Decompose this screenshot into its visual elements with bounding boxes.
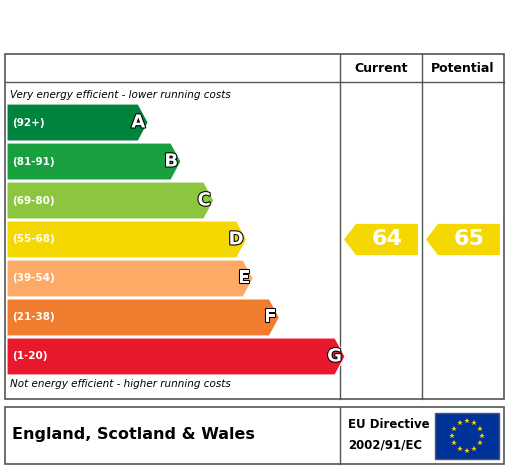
Text: (1-20): (1-20) [12, 352, 47, 361]
Text: 64: 64 [372, 229, 403, 249]
Polygon shape [7, 182, 214, 219]
Text: E: E [238, 269, 250, 288]
Text: A: A [131, 113, 145, 132]
Text: G: G [327, 347, 342, 366]
Text: Potential: Potential [431, 62, 495, 75]
Polygon shape [7, 260, 253, 297]
Bar [435, 413, 499, 459]
Text: Energy Efficiency Rating: Energy Efficiency Rating [92, 13, 417, 36]
Text: C: C [197, 191, 211, 210]
Text: England, Scotland & Wales: England, Scotland & Wales [12, 427, 255, 442]
Polygon shape [7, 221, 246, 258]
Text: 2002/91/EC: 2002/91/EC [348, 439, 422, 452]
Polygon shape [426, 224, 500, 255]
Text: Not energy efficient - higher running costs: Not energy efficient - higher running co… [10, 379, 231, 389]
Text: D: D [229, 231, 244, 248]
Polygon shape [7, 104, 148, 141]
Polygon shape [7, 338, 345, 375]
Polygon shape [7, 143, 181, 180]
Text: (92+): (92+) [12, 118, 45, 127]
Text: Very energy efficient - lower running costs: Very energy efficient - lower running co… [10, 90, 231, 100]
Text: F: F [264, 309, 276, 326]
Text: Current: Current [354, 62, 408, 75]
Polygon shape [7, 299, 279, 336]
Text: (39-54): (39-54) [12, 274, 55, 283]
Text: (55-68): (55-68) [12, 234, 55, 245]
Polygon shape [344, 224, 418, 255]
Text: (69-80): (69-80) [12, 196, 54, 205]
Text: (81-91): (81-91) [12, 156, 54, 167]
Text: B: B [164, 153, 178, 170]
Text: EU Directive: EU Directive [348, 418, 430, 432]
Text: 65: 65 [454, 229, 485, 249]
Text: (21-38): (21-38) [12, 312, 55, 323]
